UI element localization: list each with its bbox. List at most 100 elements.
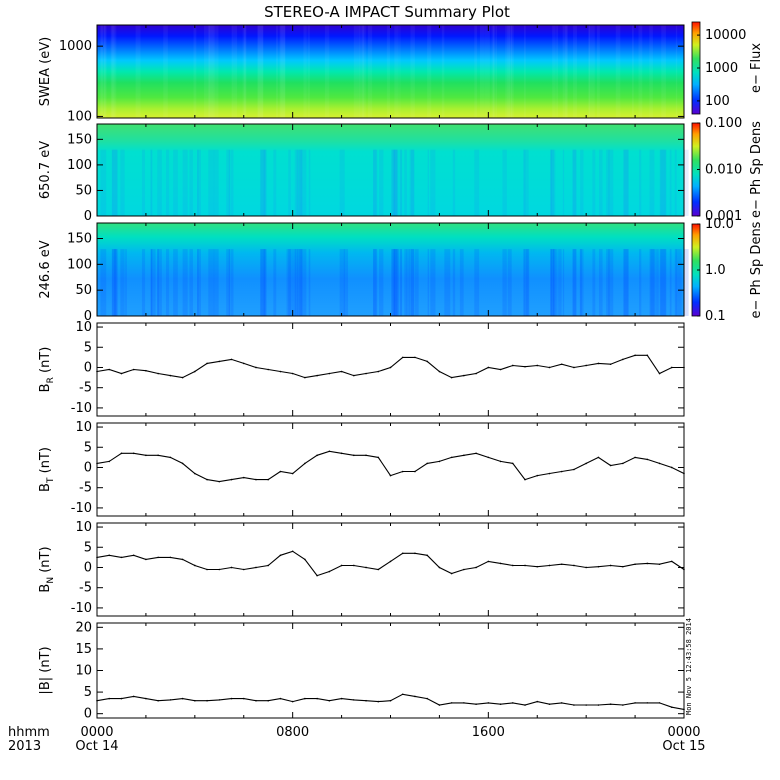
heatmap-texture-stripe <box>300 149 307 216</box>
y-tick-label: 10 <box>75 320 92 335</box>
heatmap-texture-stripe <box>562 25 567 118</box>
y-tick-label: 5 <box>84 340 92 355</box>
y-tick-label: 0 <box>84 360 92 375</box>
heatmap-texture-stripe <box>606 149 610 216</box>
heatmap-texture-stripe <box>100 249 107 316</box>
heatmap-texture-stripe <box>675 249 682 316</box>
heatmap-texture-stripe <box>579 249 582 316</box>
panel-bn: 10 5 0 -5 -10 BN (nT) <box>38 520 685 617</box>
data-point <box>646 354 649 357</box>
heatmap-texture-stripe <box>189 149 193 216</box>
colorbar-tick-label: 100 <box>705 94 730 109</box>
colorbar-tick-label: 0.100 <box>705 116 742 131</box>
y-tick-label: -5 <box>79 481 92 496</box>
heatmap-texture-stripe <box>399 149 402 216</box>
heatmap-texture-stripe <box>393 249 395 316</box>
colorbar-tick-label: 1000 <box>705 61 738 76</box>
data-point <box>328 372 331 375</box>
heatmap-texture-stripe <box>484 25 490 118</box>
heatmap-texture-stripe <box>393 249 399 316</box>
heatmap-texture-stripe <box>100 149 107 216</box>
heatmap-texture-stripe <box>193 25 197 118</box>
y-tick-label: 0 <box>84 560 92 575</box>
data-point <box>316 374 318 377</box>
data-point <box>279 370 282 373</box>
data-point <box>548 366 551 369</box>
data-point <box>658 563 661 566</box>
bt-frame <box>96 422 685 517</box>
heatmap-texture-stripe <box>573 25 578 118</box>
colorbar-label: e− Flux <box>749 43 764 93</box>
data-point <box>450 456 453 459</box>
heatmap-texture-stripe <box>650 249 656 316</box>
data-point <box>194 472 196 475</box>
heatmap-texture-stripe <box>572 149 577 216</box>
y-tick-label: 0 <box>84 209 92 224</box>
data-point <box>597 704 600 706</box>
heatmap-texture-stripe <box>208 149 215 216</box>
heatmap-texture-stripe <box>649 149 655 216</box>
data-point <box>169 456 172 459</box>
data-point <box>524 365 526 368</box>
heatmap-texture-stripe <box>649 249 655 316</box>
data-point <box>169 374 172 377</box>
data-point <box>389 560 392 563</box>
heatmap-texture-stripe <box>524 149 529 216</box>
heatmap-texture-stripe <box>232 25 238 118</box>
data-point <box>365 566 367 569</box>
y-tick-label: -10 <box>71 601 92 616</box>
data-point <box>157 556 159 559</box>
heatmap-texture-stripe <box>103 25 106 118</box>
data-point <box>145 454 147 457</box>
heatmap-texture-stripe <box>273 249 277 316</box>
pad650-heatmap <box>97 124 684 216</box>
footer-year: 2013 <box>8 739 41 754</box>
heatmap-texture-stripe <box>243 25 246 118</box>
data-point <box>279 697 282 700</box>
heatmap-texture-stripe <box>427 25 432 118</box>
colorbar-tick-label: 10000 <box>705 28 746 43</box>
heatmap-texture-stripe <box>399 249 402 316</box>
series-line-br <box>96 354 684 379</box>
data-point <box>132 695 135 698</box>
data-point <box>560 470 563 473</box>
heatmap-texture-stripe <box>296 249 302 316</box>
data-point <box>524 478 526 481</box>
data-point <box>206 699 208 702</box>
heatmap-texture-stripe <box>135 25 141 118</box>
footer-hhmm: hhmm <box>8 725 50 740</box>
heatmap-texture-stripe <box>120 249 125 316</box>
heatmap-texture-stripe <box>430 249 436 316</box>
data-point <box>230 358 233 361</box>
data-point <box>585 364 587 367</box>
data-point <box>634 702 636 704</box>
swea-heatmap <box>97 25 684 118</box>
data-point <box>658 702 661 704</box>
data-point <box>389 474 392 477</box>
data-point <box>255 699 257 702</box>
heatmap-texture-stripe <box>343 249 349 316</box>
heatmap-texture-stripe <box>204 25 210 118</box>
data-point <box>426 697 428 700</box>
y-tick-label: 150 <box>67 132 92 147</box>
heatmap-texture-stripe <box>562 149 565 216</box>
heatmap-texture-stripe <box>324 25 330 118</box>
data-point <box>548 564 551 567</box>
data-point <box>365 454 367 457</box>
heatmap-texture-stripe <box>474 149 480 216</box>
colorbar-label: e− Ph Sp Dens <box>749 121 764 218</box>
data-point <box>597 565 600 568</box>
data-point <box>377 568 380 571</box>
heatmap-texture-stripe <box>113 249 117 316</box>
data-point <box>511 462 514 465</box>
data-point <box>438 460 441 463</box>
data-point <box>622 462 624 465</box>
data-point <box>279 554 282 557</box>
data-point <box>328 570 331 573</box>
heatmap-texture-stripe <box>373 149 377 216</box>
data-point <box>683 708 685 711</box>
data-point <box>511 564 514 567</box>
heatmap-texture-stripe <box>510 25 514 118</box>
heatmap-texture-stripe <box>606 249 610 316</box>
heatmap-texture-stripe <box>303 25 307 118</box>
